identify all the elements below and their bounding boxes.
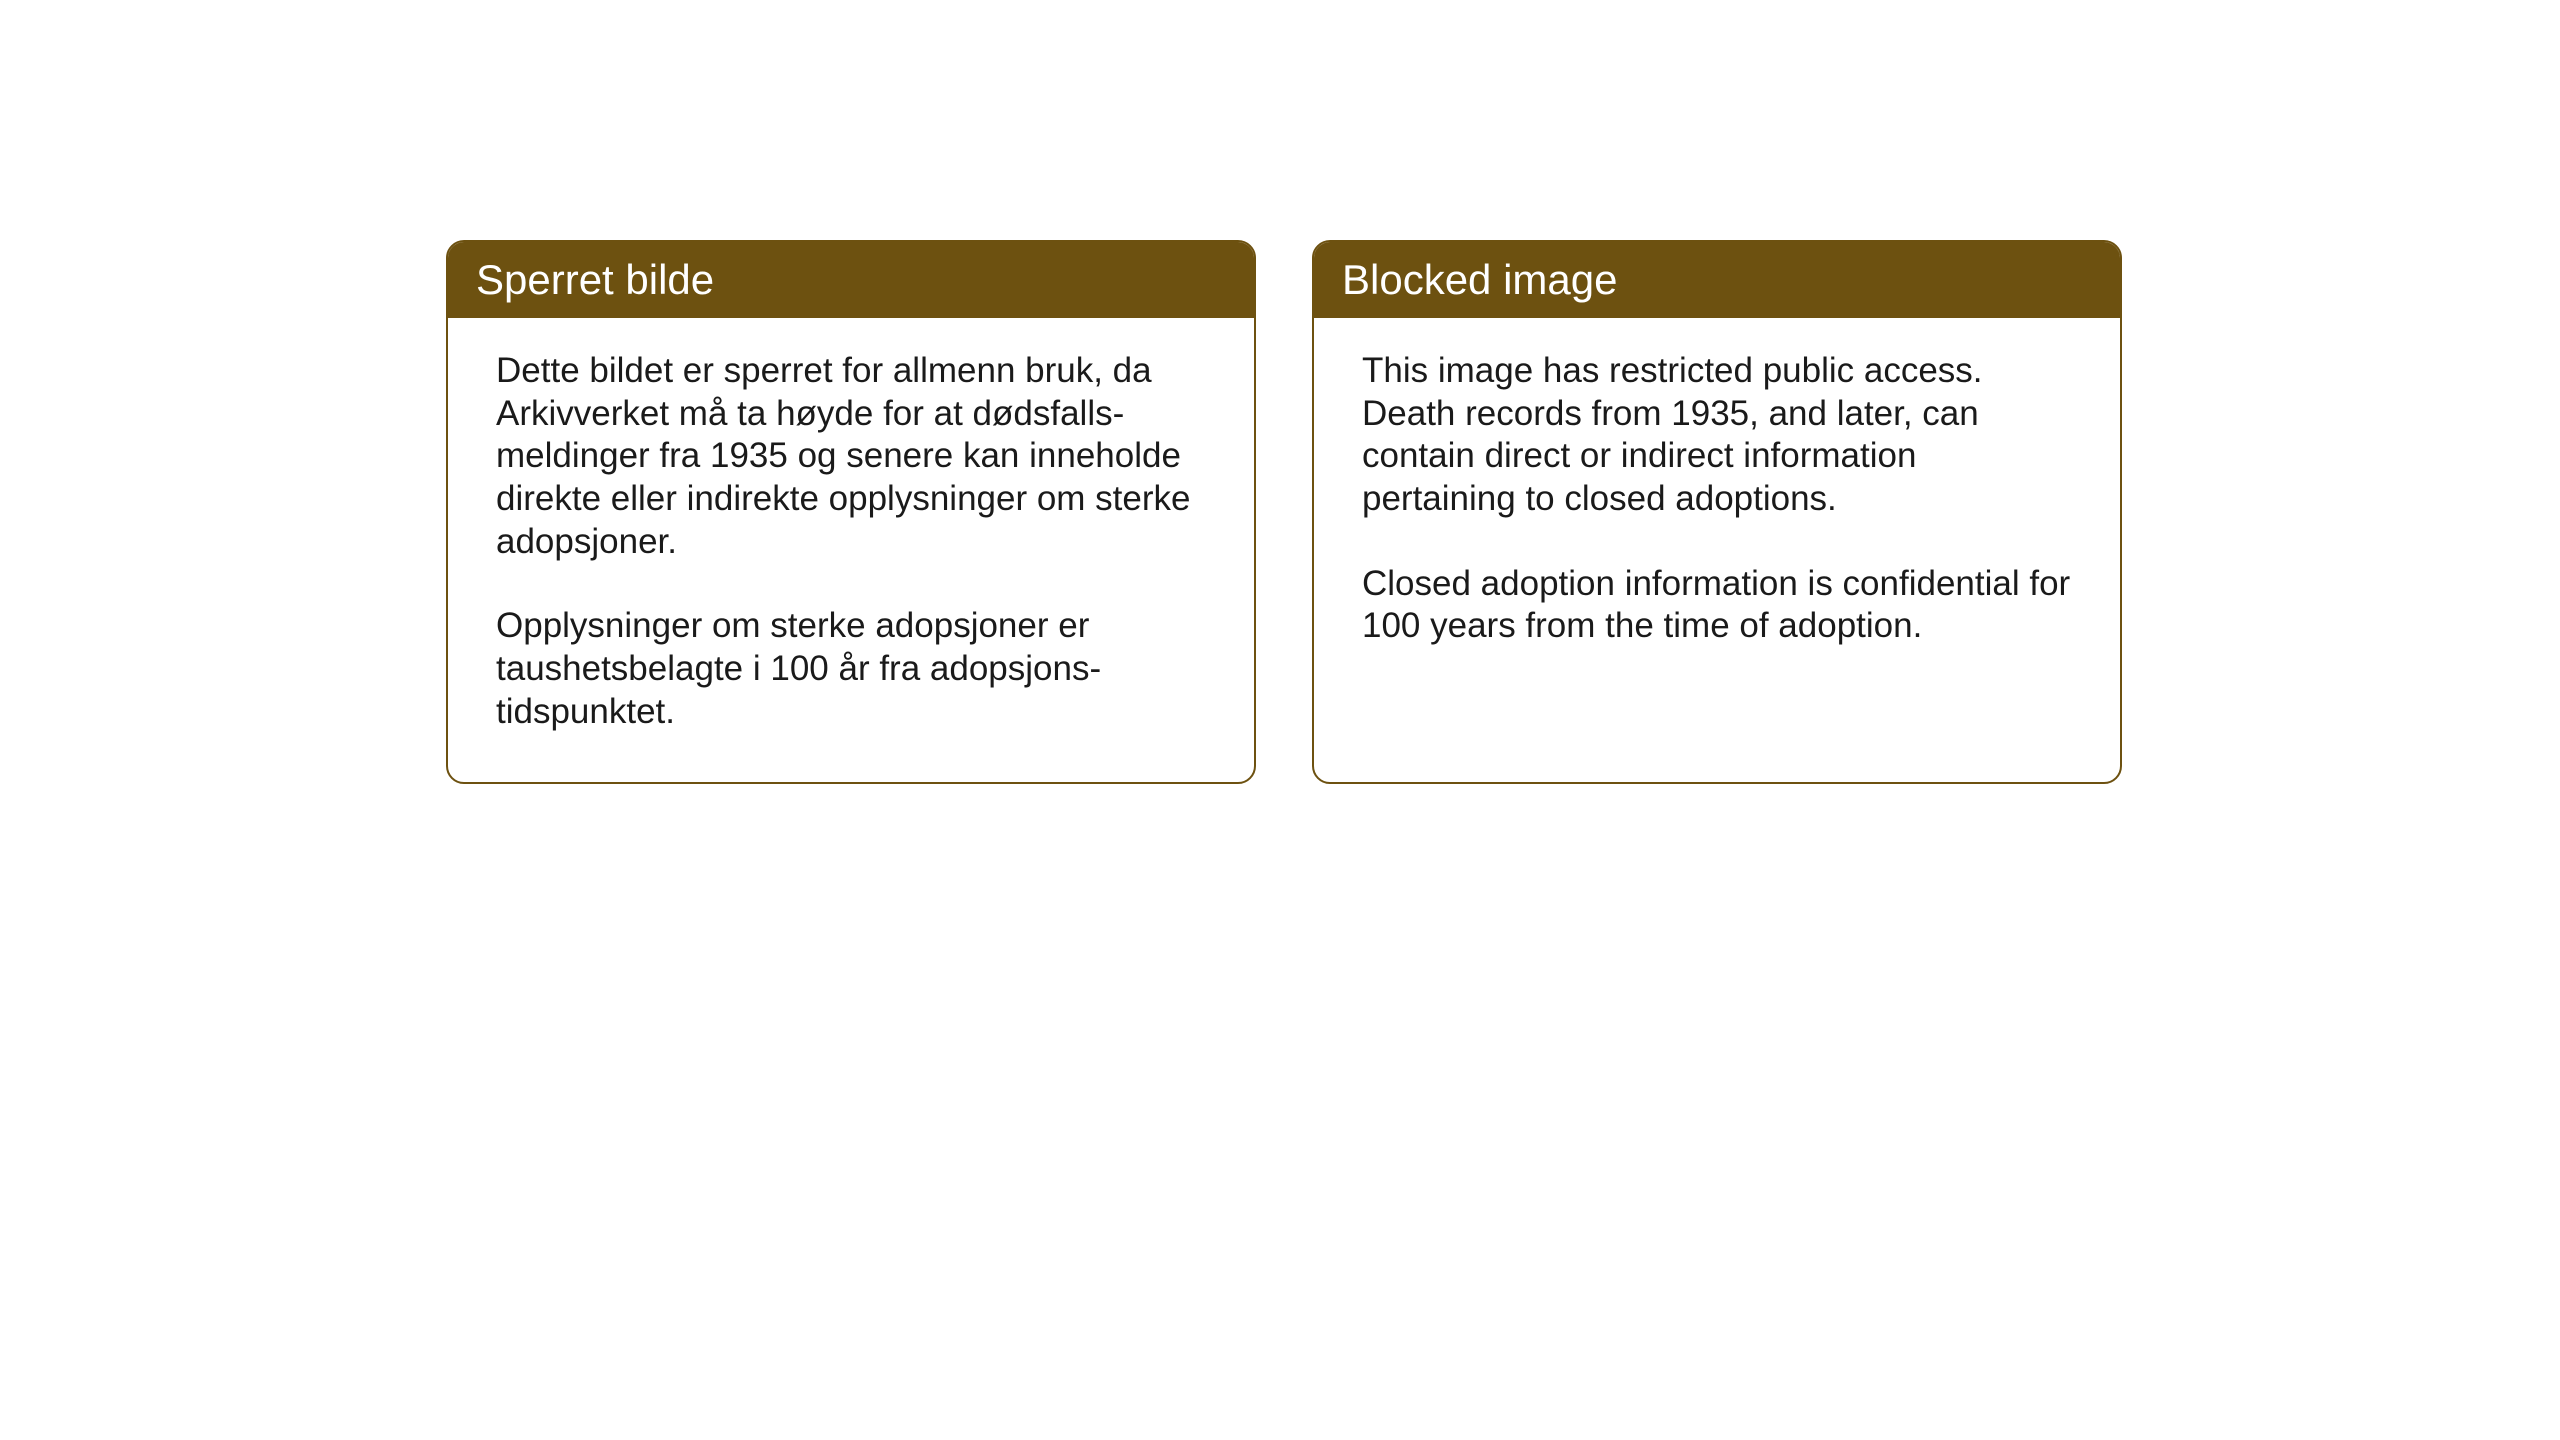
- norwegian-paragraph-1: Dette bildet er sperret for allmenn bruk…: [496, 350, 1206, 563]
- norwegian-card-title: Sperret bilde: [448, 242, 1254, 318]
- english-notice-card: Blocked image This image has restricted …: [1312, 240, 2122, 784]
- english-card-title: Blocked image: [1314, 242, 2120, 318]
- norwegian-paragraph-2: Opplysninger om sterke adopsjoner er tau…: [496, 605, 1206, 733]
- norwegian-notice-card: Sperret bilde Dette bildet er sperret fo…: [446, 240, 1256, 784]
- notice-container: Sperret bilde Dette bildet er sperret fo…: [446, 240, 2122, 784]
- english-paragraph-2: Closed adoption information is confident…: [1362, 563, 2072, 648]
- english-card-body: This image has restricted public access.…: [1314, 318, 2120, 696]
- english-paragraph-1: This image has restricted public access.…: [1362, 350, 2072, 521]
- norwegian-card-body: Dette bildet er sperret for allmenn bruk…: [448, 318, 1254, 782]
